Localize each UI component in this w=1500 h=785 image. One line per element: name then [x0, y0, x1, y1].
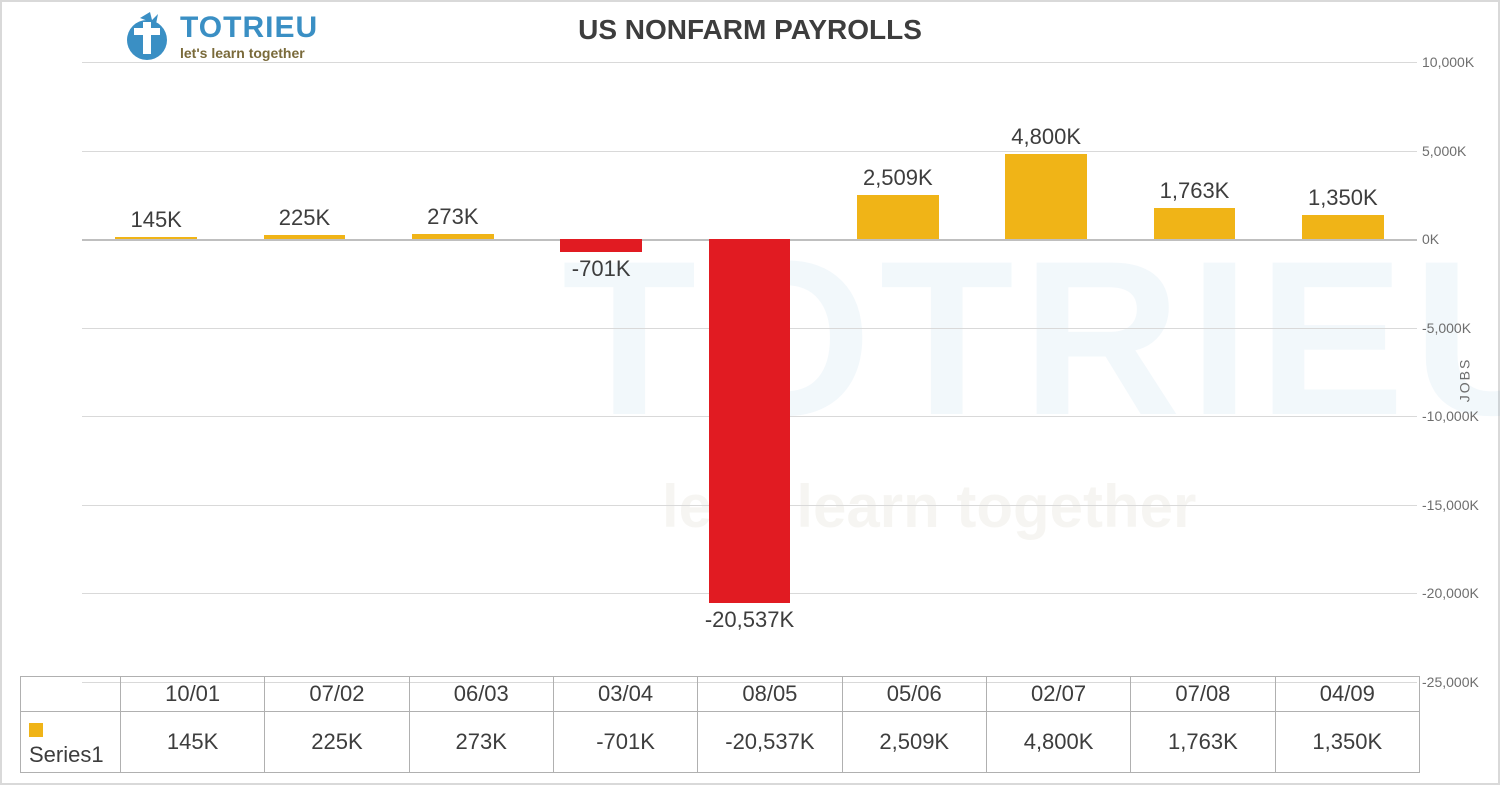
bar — [115, 237, 197, 240]
y-axis-label: JOBS — [1457, 358, 1473, 403]
bar-value-label: 273K — [379, 204, 527, 230]
bar-value-label: -20,537K — [675, 607, 823, 633]
bar — [709, 239, 791, 603]
table-row: Series1 145K225K273K-701K-20,537K2,509K4,… — [21, 712, 1420, 773]
bar — [1154, 208, 1236, 239]
y-tick-label: -20,000K — [1422, 585, 1500, 601]
table-category-cell: 06/03 — [409, 677, 553, 712]
series-name-text: Series1 — [29, 742, 104, 767]
bar-value-label: -701K — [527, 256, 675, 282]
table-value-cell: 1,350K — [1275, 712, 1419, 773]
table-category-cell: 07/02 — [265, 677, 409, 712]
legend-swatch — [29, 723, 43, 737]
bar — [857, 195, 939, 239]
bar-value-label: 1,350K — [1269, 185, 1417, 211]
chart-title: US NONFARM PAYROLLS — [2, 14, 1498, 46]
grid-line — [82, 62, 1417, 63]
table-value-cell: 145K — [120, 712, 264, 773]
table-category-cell: 04/09 — [1275, 677, 1419, 712]
bar-value-label: 2,509K — [824, 165, 972, 191]
y-tick-label: -10,000K — [1422, 408, 1500, 424]
bar — [264, 235, 346, 239]
bar-value-label: 145K — [82, 207, 230, 233]
y-tick-label: -25,000K — [1422, 674, 1500, 690]
y-tick-label: 10,000K — [1422, 54, 1500, 70]
y-tick-label: -15,000K — [1422, 497, 1500, 513]
chart-container: TOTRIEU let's learn together US NONFARM … — [0, 0, 1500, 785]
bar-value-label: 1,763K — [1120, 178, 1268, 204]
table-value-cell: -20,537K — [698, 712, 842, 773]
bar — [1302, 215, 1384, 239]
table-value-cell: 273K — [409, 712, 553, 773]
bar-value-label: 225K — [230, 205, 378, 231]
table-category-cell: 07/08 — [1131, 677, 1275, 712]
data-table: 10/0107/0206/0303/0408/0505/0602/0707/08… — [20, 676, 1420, 773]
bar-value-label: 4,800K — [972, 124, 1120, 150]
y-tick-label: -5,000K — [1422, 320, 1500, 336]
table-header-cell — [21, 677, 121, 712]
table-row: 10/0107/0206/0303/0408/0505/0602/0707/08… — [21, 677, 1420, 712]
table-category-cell: 02/07 — [986, 677, 1130, 712]
table-category-cell: 10/01 — [120, 677, 264, 712]
table-value-cell: 225K — [265, 712, 409, 773]
grid-line — [82, 151, 1417, 152]
logo-tagline-text: let's learn together — [180, 45, 318, 61]
y-tick-label: 0K — [1422, 231, 1500, 247]
table-value-cell: 1,763K — [1131, 712, 1275, 773]
y-tick-label: 5,000K — [1422, 143, 1500, 159]
table-category-cell: 08/05 — [698, 677, 842, 712]
plot-area: JOBS 10,000K5,000K0K-5,000K-10,000K-15,0… — [82, 62, 1417, 682]
table-category-cell: 03/04 — [553, 677, 697, 712]
bar — [560, 239, 642, 251]
table-category-cell: 05/06 — [842, 677, 986, 712]
table-value-cell: -701K — [553, 712, 697, 773]
bar — [1005, 154, 1087, 239]
table-series-header: Series1 — [21, 712, 121, 773]
bar — [412, 234, 494, 239]
table-value-cell: 2,509K — [842, 712, 986, 773]
table-value-cell: 4,800K — [986, 712, 1130, 773]
